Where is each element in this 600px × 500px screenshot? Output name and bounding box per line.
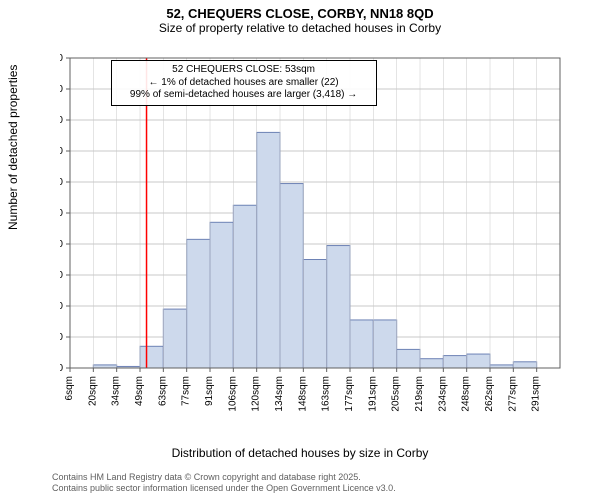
bar: [397, 349, 420, 368]
svg-text:120sqm: 120sqm: [251, 376, 262, 412]
title-sub: Size of property relative to detached ho…: [0, 21, 600, 35]
bar: [140, 346, 163, 368]
bar: [467, 354, 490, 368]
svg-text:34sqm: 34sqm: [111, 376, 122, 406]
svg-text:1000: 1000: [60, 53, 63, 64]
svg-text:49sqm: 49sqm: [134, 376, 145, 406]
svg-text:77sqm: 77sqm: [181, 376, 192, 406]
svg-text:20sqm: 20sqm: [87, 376, 98, 406]
svg-text:300: 300: [60, 270, 63, 281]
svg-text:200: 200: [60, 301, 63, 312]
svg-text:262sqm: 262sqm: [484, 376, 495, 412]
footer-line-1: Contains HM Land Registry data © Crown c…: [52, 472, 396, 483]
annotation-line-2: ← 1% of detached houses are smaller (22): [118, 77, 370, 90]
svg-text:106sqm: 106sqm: [227, 376, 238, 412]
bar: [233, 205, 256, 368]
bar: [163, 309, 186, 368]
svg-text:6sqm: 6sqm: [64, 376, 75, 400]
svg-text:800: 800: [60, 115, 63, 126]
bar: [327, 246, 350, 368]
annotation-line-3: 99% of semi-detached houses are larger (…: [118, 89, 370, 102]
svg-text:500: 500: [60, 208, 63, 219]
x-axis-label: Distribution of detached houses by size …: [0, 446, 600, 460]
svg-text:291sqm: 291sqm: [531, 376, 542, 412]
svg-text:234sqm: 234sqm: [437, 376, 448, 412]
svg-text:134sqm: 134sqm: [274, 376, 285, 412]
svg-text:248sqm: 248sqm: [461, 376, 472, 412]
annotation-box: 52 CHEQUERS CLOSE: 53sqm ← 1% of detache…: [111, 60, 377, 106]
svg-text:191sqm: 191sqm: [367, 376, 378, 412]
bar: [257, 132, 280, 368]
bar: [513, 362, 536, 368]
svg-text:148sqm: 148sqm: [297, 376, 308, 412]
bar: [373, 320, 396, 368]
bar: [210, 222, 233, 368]
svg-text:177sqm: 177sqm: [344, 376, 355, 412]
bar: [187, 239, 210, 368]
svg-text:100: 100: [60, 332, 63, 343]
footer-line-2: Contains public sector information licen…: [52, 483, 396, 494]
svg-text:91sqm: 91sqm: [204, 376, 215, 406]
svg-text:700: 700: [60, 146, 63, 157]
svg-text:163sqm: 163sqm: [321, 376, 332, 412]
footer-credits: Contains HM Land Registry data © Crown c…: [52, 472, 396, 494]
bar: [420, 359, 443, 368]
svg-text:0: 0: [60, 363, 63, 374]
bar: [280, 184, 303, 368]
y-axis-label: Number of detached properties: [6, 65, 20, 230]
svg-text:277sqm: 277sqm: [507, 376, 518, 412]
svg-text:219sqm: 219sqm: [414, 376, 425, 412]
bar: [443, 356, 466, 368]
bar: [350, 320, 373, 368]
title-main: 52, CHEQUERS CLOSE, CORBY, NN18 8QD: [0, 0, 600, 21]
chart-container: 52, CHEQUERS CLOSE, CORBY, NN18 8QD Size…: [0, 0, 600, 500]
chart-area: 0 100 200 300 400 500 600 700 800 900 1000 6sqm 20sq…: [60, 48, 580, 418]
svg-text:205sqm: 205sqm: [391, 376, 402, 412]
annotation-line-1: 52 CHEQUERS CLOSE: 53sqm: [118, 64, 370, 77]
svg-text:63sqm: 63sqm: [157, 376, 168, 406]
svg-text:900: 900: [60, 84, 63, 95]
svg-text:600: 600: [60, 177, 63, 188]
svg-text:400: 400: [60, 239, 63, 250]
bar: [303, 260, 326, 369]
